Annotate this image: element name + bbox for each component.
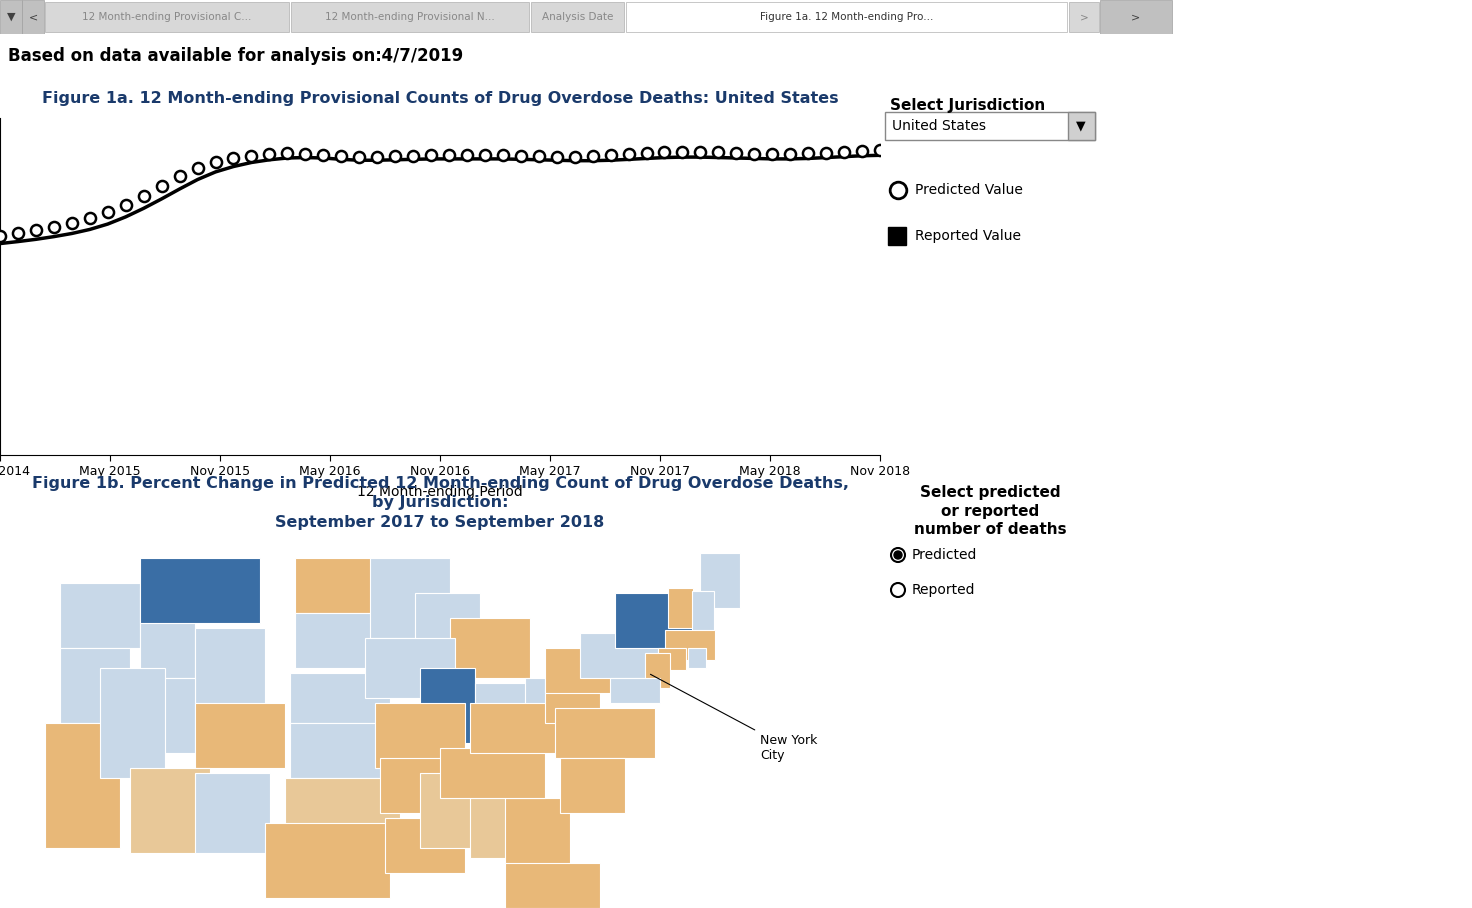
Bar (609, 678, 659, 703)
Bar (380, 758, 459, 813)
Text: Figure 1a. 12 Month-ending Pro...: Figure 1a. 12 Month-ending Pro... (760, 12, 933, 22)
Bar (291, 2, 528, 32)
Text: Reported Value: Reported Value (916, 229, 1022, 243)
Bar (386, 818, 465, 873)
Bar (888, 227, 905, 245)
Bar (294, 558, 375, 613)
Bar (130, 768, 210, 853)
Bar (415, 593, 480, 663)
Bar (194, 628, 265, 708)
Text: Select predicted
or reported
number of deaths: Select predicted or reported number of d… (914, 485, 1066, 538)
Bar (885, 112, 1095, 140)
Text: Figure 1a. 12 Month-ending Provisional Counts of Drug Overdose Deaths: United St: Figure 1a. 12 Month-ending Provisional C… (41, 91, 839, 105)
Bar (140, 588, 194, 678)
Bar (615, 593, 695, 648)
Bar (60, 583, 140, 648)
Bar (626, 2, 1067, 32)
Text: 4/7/2019: 4/7/2019 (369, 47, 464, 65)
Text: 12 Month-ending Provisional N...: 12 Month-ending Provisional N... (325, 12, 495, 22)
Text: <: < (28, 12, 38, 22)
Bar (290, 723, 390, 778)
Bar (545, 673, 601, 723)
Bar (46, 2, 289, 32)
Bar (531, 2, 624, 32)
Bar (286, 778, 400, 833)
Text: Predicted Value: Predicted Value (916, 183, 1023, 197)
Text: Reported: Reported (913, 583, 976, 597)
Bar (420, 668, 475, 743)
Bar (365, 638, 455, 698)
Bar (505, 798, 570, 873)
Bar (369, 558, 450, 638)
Text: New York
City: New York City (651, 675, 817, 762)
Text: ▼: ▼ (1076, 120, 1086, 133)
Circle shape (894, 551, 902, 559)
Bar (658, 648, 686, 670)
Text: Select Jurisdiction: Select Jurisdiction (891, 98, 1045, 113)
Bar (470, 783, 526, 858)
Text: Figure 1b. Percent Change in Predicted 12 Month-ending Count of Drug Overdose De: Figure 1b. Percent Change in Predicted 1… (31, 476, 848, 530)
Bar (140, 558, 261, 623)
Bar (60, 648, 130, 723)
Bar (100, 668, 165, 778)
Text: 12 Month-ending Provisional C...: 12 Month-ending Provisional C... (82, 12, 252, 22)
Bar (545, 648, 645, 693)
Bar (668, 588, 693, 628)
Bar (22, 0, 44, 34)
Text: United States: United States (892, 119, 986, 133)
Bar (692, 591, 714, 633)
Bar (420, 773, 480, 848)
Bar (470, 703, 570, 753)
Bar (640, 683, 659, 703)
Bar (440, 748, 545, 798)
Bar (559, 758, 626, 813)
Text: Based on data available for analysis on:: Based on data available for analysis on: (7, 47, 381, 65)
Bar (505, 863, 601, 908)
Text: >: > (1079, 12, 1088, 22)
Bar (580, 633, 670, 678)
Bar (475, 683, 530, 748)
Bar (701, 553, 740, 608)
Bar (290, 673, 390, 723)
Bar (265, 823, 390, 898)
Bar (46, 723, 121, 848)
Text: Analysis Date: Analysis Date (542, 12, 614, 22)
Bar (375, 703, 465, 768)
Text: ▼: ▼ (7, 12, 15, 22)
Bar (135, 678, 194, 753)
Bar (555, 708, 655, 758)
Bar (687, 648, 707, 668)
Bar (194, 773, 269, 853)
Text: Predicted: Predicted (913, 548, 977, 562)
Bar (645, 653, 670, 688)
Text: >: > (1132, 12, 1141, 22)
Bar (194, 703, 286, 768)
Bar (1100, 0, 1172, 34)
X-axis label: 12 Month-ending Period: 12 Month-ending Period (358, 486, 523, 499)
Bar (665, 630, 715, 660)
Bar (294, 613, 375, 668)
Bar (0, 0, 22, 34)
Bar (1069, 112, 1095, 140)
Bar (526, 678, 590, 743)
Bar (1069, 2, 1100, 32)
Bar (450, 618, 530, 678)
